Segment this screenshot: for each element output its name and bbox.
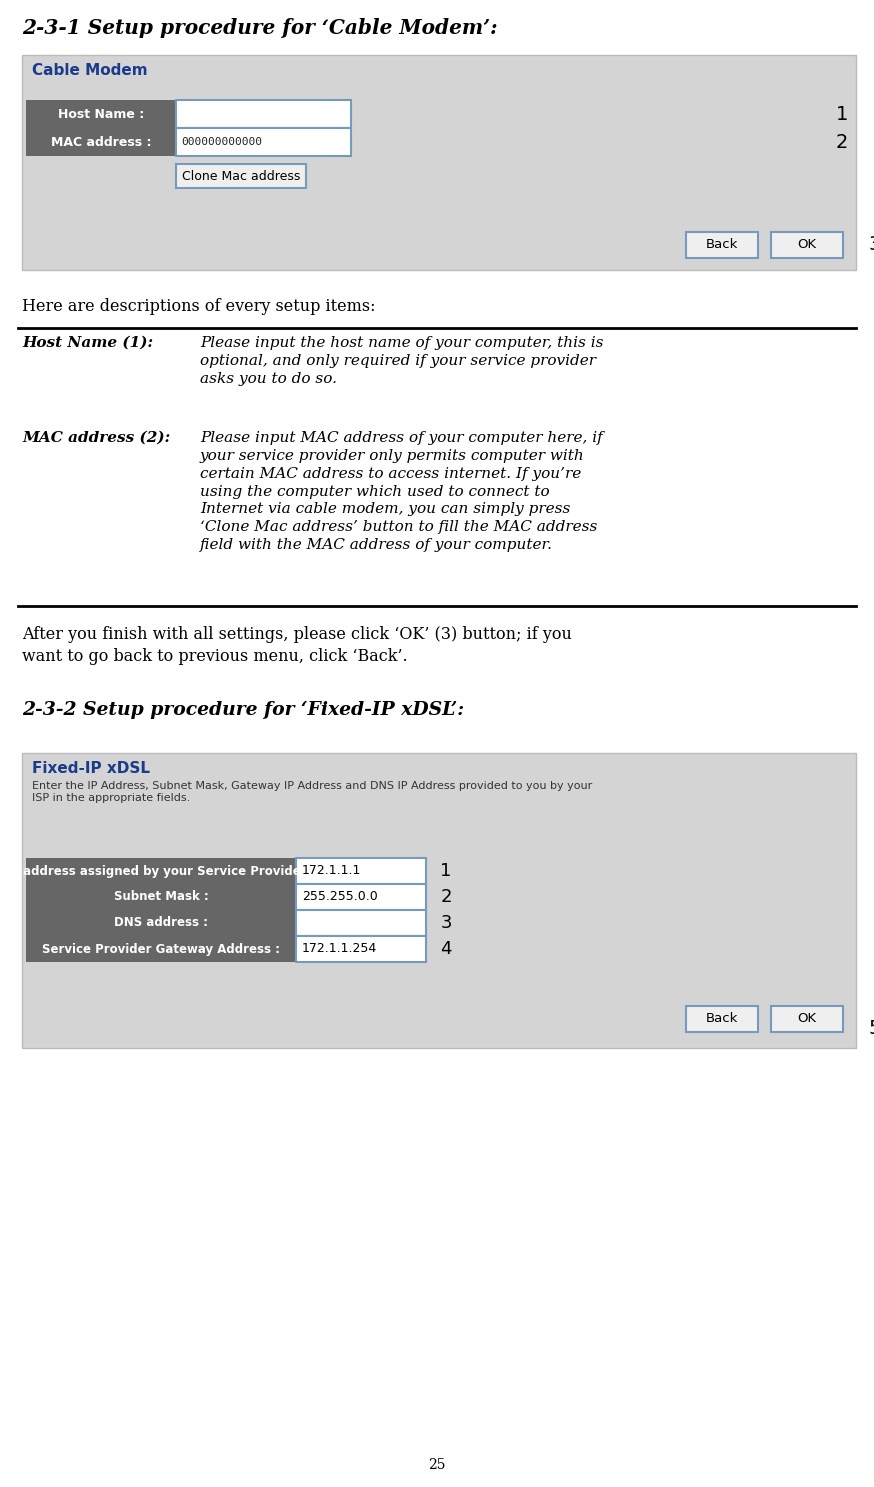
Text: 2: 2 <box>836 132 848 152</box>
Text: 1: 1 <box>836 104 848 123</box>
Text: OK: OK <box>797 1013 816 1026</box>
Text: Enter the IP Address, Subnet Mask, Gateway IP Address and DNS IP Address provide: Enter the IP Address, Subnet Mask, Gatew… <box>32 781 593 803</box>
Text: Clone Mac address: Clone Mac address <box>182 170 300 183</box>
Bar <box>771 1007 843 1032</box>
Text: After you finish with all settings, please click ‘OK’ (3) button; if you
want to: After you finish with all settings, plea… <box>22 626 572 665</box>
Bar <box>296 910 426 935</box>
Text: 172.1.1.1: 172.1.1.1 <box>302 864 361 877</box>
Text: Fixed-IP xDSL: Fixed-IP xDSL <box>32 761 150 776</box>
Text: 2-3-1 Setup procedure for ‘Cable Modem’:: 2-3-1 Setup procedure for ‘Cable Modem’: <box>22 18 497 39</box>
Bar <box>686 232 758 259</box>
Text: OK: OK <box>797 238 816 251</box>
Bar <box>296 858 426 883</box>
Text: 25: 25 <box>428 1457 446 1472</box>
Text: 2: 2 <box>440 888 452 906</box>
Text: 2-3-2 Setup procedure for ‘Fixed-IP xDSL’:: 2-3-2 Setup procedure for ‘Fixed-IP xDSL… <box>22 700 464 720</box>
Bar <box>771 232 843 259</box>
Text: Service Provider Gateway Address :: Service Provider Gateway Address : <box>42 943 280 956</box>
Text: Subnet Mask :: Subnet Mask : <box>114 891 208 904</box>
Text: 3: 3 <box>868 235 874 254</box>
Text: Host Name :: Host Name : <box>58 107 144 120</box>
Text: Host Name (1):: Host Name (1): <box>22 336 153 349</box>
Bar <box>26 858 296 883</box>
Bar <box>176 164 306 187</box>
Bar <box>26 910 296 935</box>
Bar <box>296 935 426 962</box>
Bar <box>26 100 176 128</box>
Text: Back: Back <box>706 238 739 251</box>
Text: 3: 3 <box>440 915 452 932</box>
Text: 000000000000: 000000000000 <box>181 137 262 147</box>
Bar <box>296 883 426 910</box>
Text: Back: Back <box>706 1013 739 1026</box>
Text: Please input MAC address of your computer here, if
your service provider only pe: Please input MAC address of your compute… <box>200 431 603 552</box>
Text: MAC address :: MAC address : <box>51 135 151 149</box>
Text: 4: 4 <box>440 940 452 958</box>
Bar <box>26 128 176 156</box>
Bar <box>176 128 351 156</box>
Bar <box>176 100 351 128</box>
Text: 1: 1 <box>440 862 452 880</box>
Text: 5: 5 <box>868 1020 874 1038</box>
Text: IP address assigned by your Service Provider :: IP address assigned by your Service Prov… <box>6 864 316 877</box>
Text: Cable Modem: Cable Modem <box>32 62 148 77</box>
Bar <box>26 883 296 910</box>
Text: DNS address :: DNS address : <box>114 916 208 929</box>
Text: MAC address (2):: MAC address (2): <box>22 431 170 445</box>
Bar <box>22 752 856 1048</box>
Text: 255.255.0.0: 255.255.0.0 <box>302 891 378 904</box>
Text: Please input the host name of your computer, this is
optional, and only required: Please input the host name of your compu… <box>200 336 604 385</box>
Text: Here are descriptions of every setup items:: Here are descriptions of every setup ite… <box>22 297 376 315</box>
Bar <box>26 935 296 962</box>
Bar <box>22 55 856 271</box>
Bar <box>686 1007 758 1032</box>
Text: 172.1.1.254: 172.1.1.254 <box>302 943 378 956</box>
